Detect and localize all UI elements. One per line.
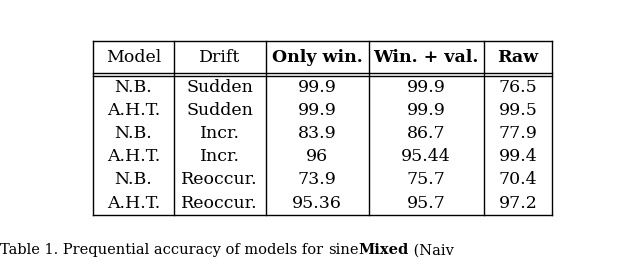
Text: N.B.: N.B. [115,79,152,96]
Text: N.B.: N.B. [115,172,152,188]
Text: 83.9: 83.9 [298,125,336,142]
Text: (Naiv: (Naiv [408,243,454,257]
Text: Reoccur.: Reoccur. [181,195,258,211]
Text: sine: sine [328,243,358,257]
Text: Reoccur.: Reoccur. [181,172,258,188]
Text: 77.9: 77.9 [498,125,537,142]
Text: 99.9: 99.9 [298,79,336,96]
Text: 99.5: 99.5 [498,102,537,119]
Text: A.H.T.: A.H.T. [107,195,160,211]
Text: 95.44: 95.44 [401,148,451,165]
Text: 96: 96 [306,148,328,165]
Text: Sudden: Sudden [186,79,253,96]
Text: Only win.: Only win. [272,49,362,66]
Text: Sudden: Sudden [186,102,253,119]
Text: 86.7: 86.7 [407,125,445,142]
Text: 70.4: 70.4 [498,172,537,188]
Text: 75.7: 75.7 [407,172,445,188]
Text: Raw: Raw [497,49,539,66]
Text: 73.9: 73.9 [298,172,336,188]
Text: Incr.: Incr. [200,125,239,142]
Text: 99.9: 99.9 [298,102,336,119]
Text: 76.5: 76.5 [498,79,537,96]
Text: 95.7: 95.7 [407,195,445,211]
Text: A.H.T.: A.H.T. [107,102,160,119]
Text: 99.9: 99.9 [407,102,445,119]
Text: 97.2: 97.2 [498,195,537,211]
Text: Model: Model [106,49,161,66]
Text: N.B.: N.B. [115,125,152,142]
Text: A.H.T.: A.H.T. [107,148,160,165]
Text: Drift: Drift [199,49,240,66]
Text: Win. + val.: Win. + val. [374,49,479,66]
Text: 99.9: 99.9 [407,79,445,96]
Text: 95.36: 95.36 [292,195,342,211]
Text: 99.4: 99.4 [498,148,537,165]
Text: Incr.: Incr. [200,148,239,165]
Text: Mixed: Mixed [358,243,408,257]
Text: Table 1. Prequential accuracy of models for: Table 1. Prequential accuracy of models … [0,243,328,257]
